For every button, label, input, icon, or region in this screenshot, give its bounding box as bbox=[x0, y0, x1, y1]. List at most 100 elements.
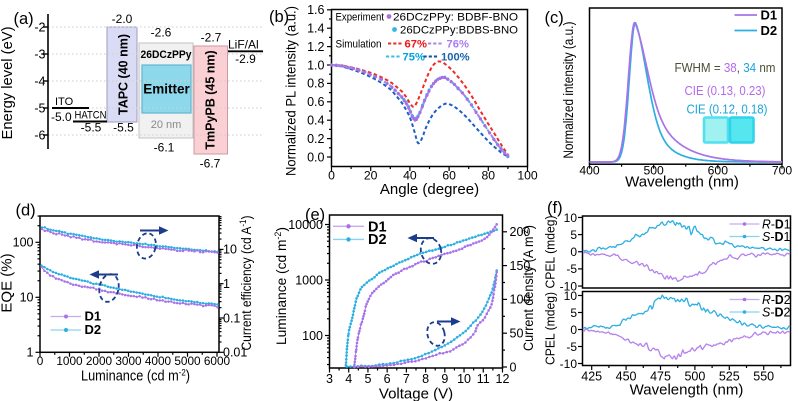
svg-text:Current density (A m-2): Current density (A m-2) bbox=[520, 225, 536, 351]
svg-text:-6.1: -6.1 bbox=[154, 141, 175, 155]
svg-text:Normalized intensity (a.u.): Normalized intensity (a.u.) bbox=[561, 22, 576, 159]
svg-text:R-D1: R-D1 bbox=[762, 218, 791, 232]
svg-text:TAPC (40 nm): TAPC (40 nm) bbox=[117, 34, 131, 115]
svg-text:Experiment: Experiment bbox=[336, 12, 385, 24]
svg-text:HATCN: HATCN bbox=[75, 110, 107, 122]
svg-text:26DCzPPy:BDBS-BNO: 26DCzPPy:BDBS-BNO bbox=[400, 25, 518, 37]
svg-text:(e): (e) bbox=[305, 206, 325, 224]
svg-text:4000: 4000 bbox=[145, 354, 172, 368]
svg-text:1.0: 1.0 bbox=[307, 58, 324, 72]
svg-text:550: 550 bbox=[753, 370, 774, 384]
svg-text:D2: D2 bbox=[85, 322, 102, 337]
svg-text:TmPyPB (45 nm): TmPyPB (45 nm) bbox=[204, 50, 218, 149]
svg-text:-4: -4 bbox=[34, 74, 45, 88]
svg-text:700: 700 bbox=[772, 164, 793, 178]
svg-text:6: 6 bbox=[384, 372, 391, 386]
svg-text:(a): (a) bbox=[14, 10, 34, 28]
svg-text:0.6: 0.6 bbox=[307, 95, 324, 109]
svg-text:D1: D1 bbox=[368, 219, 387, 235]
svg-text:100: 100 bbox=[302, 329, 323, 343]
svg-text:D1: D1 bbox=[85, 309, 102, 324]
svg-text:100: 100 bbox=[517, 169, 538, 183]
svg-text:450: 450 bbox=[616, 370, 637, 384]
svg-text:D2: D2 bbox=[761, 23, 778, 38]
svg-text:10: 10 bbox=[564, 211, 578, 225]
svg-text:Energy level (eV): Energy level (eV) bbox=[0, 27, 16, 140]
svg-text:Current efficiency (cd A-1): Current efficiency (cd A-1) bbox=[238, 216, 254, 351]
svg-text:CPEL (mdeg): CPEL (mdeg) bbox=[543, 216, 558, 289]
svg-text:-2.9: -2.9 bbox=[235, 52, 256, 66]
svg-text:5: 5 bbox=[570, 228, 577, 242]
svg-text:-2.7: -2.7 bbox=[201, 31, 222, 45]
svg-text:400: 400 bbox=[579, 164, 600, 178]
svg-text:100: 100 bbox=[510, 293, 531, 307]
svg-text:LiF/Al: LiF/Al bbox=[228, 38, 259, 52]
svg-text:40: 40 bbox=[403, 169, 417, 183]
svg-text:0.0: 0.0 bbox=[307, 150, 324, 164]
svg-text:CIE (0.13, 0.23): CIE (0.13, 0.23) bbox=[685, 83, 766, 98]
svg-text:425: 425 bbox=[581, 370, 602, 384]
svg-text:Luminance (cd m-2): Luminance (cd m-2) bbox=[81, 368, 190, 385]
svg-text:D1: D1 bbox=[761, 8, 778, 23]
svg-text:0.1: 0.1 bbox=[223, 311, 240, 325]
svg-text:0.2: 0.2 bbox=[307, 132, 324, 146]
svg-text:Voltage (V): Voltage (V) bbox=[379, 386, 453, 401]
svg-text:4: 4 bbox=[345, 372, 352, 386]
svg-text:100%: 100% bbox=[441, 52, 470, 64]
svg-text:1.6: 1.6 bbox=[307, 3, 324, 17]
svg-text:-5.0: -5.0 bbox=[51, 110, 72, 124]
svg-text:1000: 1000 bbox=[56, 354, 83, 368]
svg-text:-5.5: -5.5 bbox=[81, 121, 102, 135]
svg-text:75%: 75% bbox=[403, 52, 425, 64]
svg-text:Wavelength (nm): Wavelength (nm) bbox=[625, 174, 739, 191]
svg-text:26DCzPPy: BDBF-BNO: 26DCzPPy: BDBF-BNO bbox=[393, 12, 518, 24]
svg-text:12: 12 bbox=[496, 372, 510, 386]
svg-text:-2: -2 bbox=[34, 20, 45, 34]
svg-text:1: 1 bbox=[27, 346, 34, 360]
svg-text:-6.7: -6.7 bbox=[200, 157, 221, 171]
svg-text:525: 525 bbox=[719, 370, 740, 384]
svg-text:0: 0 bbox=[570, 323, 577, 337]
svg-text:EQE (%): EQE (%) bbox=[0, 253, 16, 312]
svg-text:7: 7 bbox=[403, 372, 410, 386]
svg-text:475: 475 bbox=[650, 370, 671, 384]
svg-text:1.2: 1.2 bbox=[307, 40, 324, 54]
svg-text:0: 0 bbox=[328, 169, 335, 183]
svg-text:D2: D2 bbox=[368, 232, 387, 248]
svg-text:Luminance (cd m-2): Luminance (cd m-2) bbox=[273, 227, 289, 345]
svg-text:Emitter: Emitter bbox=[143, 82, 190, 97]
svg-text:100: 100 bbox=[13, 236, 34, 250]
svg-text:-2.0: -2.0 bbox=[112, 12, 133, 26]
svg-text:10: 10 bbox=[223, 243, 237, 257]
svg-text:150: 150 bbox=[510, 259, 531, 273]
svg-text:26DCzPPy: 26DCzPPy bbox=[141, 49, 193, 61]
svg-text:-2.6: -2.6 bbox=[151, 26, 172, 40]
svg-text:5: 5 bbox=[570, 306, 577, 320]
svg-text:(d): (d) bbox=[16, 202, 36, 220]
svg-text:CIE (0.12, 0.18): CIE (0.12, 0.18) bbox=[687, 102, 768, 117]
svg-text:5: 5 bbox=[364, 372, 371, 386]
svg-text:R-D2: R-D2 bbox=[762, 293, 791, 307]
svg-text:-5: -5 bbox=[34, 101, 45, 115]
svg-text:6000: 6000 bbox=[204, 354, 231, 368]
svg-text:S-D2: S-D2 bbox=[762, 306, 791, 320]
svg-text:-5: -5 bbox=[566, 262, 577, 276]
svg-text:20: 20 bbox=[364, 169, 378, 183]
svg-text:-3: -3 bbox=[34, 47, 45, 61]
svg-text:FWHM = 38, 34 nm: FWHM = 38, 34 nm bbox=[675, 60, 776, 75]
svg-text:-10: -10 bbox=[560, 279, 578, 293]
svg-text:1000: 1000 bbox=[295, 273, 323, 287]
svg-text:3000: 3000 bbox=[115, 354, 142, 368]
svg-text:CPEL (mdeg): CPEL (mdeg) bbox=[543, 292, 558, 365]
svg-text:5000: 5000 bbox=[174, 354, 201, 368]
svg-text:Angle (degree): Angle (degree) bbox=[380, 181, 479, 198]
svg-text:0.4: 0.4 bbox=[307, 114, 324, 128]
svg-text:Simulation: Simulation bbox=[336, 39, 382, 51]
svg-text:1.4: 1.4 bbox=[307, 22, 324, 36]
svg-text:200: 200 bbox=[510, 225, 531, 239]
svg-text:50: 50 bbox=[510, 327, 524, 341]
svg-text:(b): (b) bbox=[269, 8, 289, 26]
svg-text:(f): (f) bbox=[547, 199, 563, 217]
svg-text:9: 9 bbox=[441, 372, 448, 386]
svg-text:500: 500 bbox=[643, 164, 664, 178]
